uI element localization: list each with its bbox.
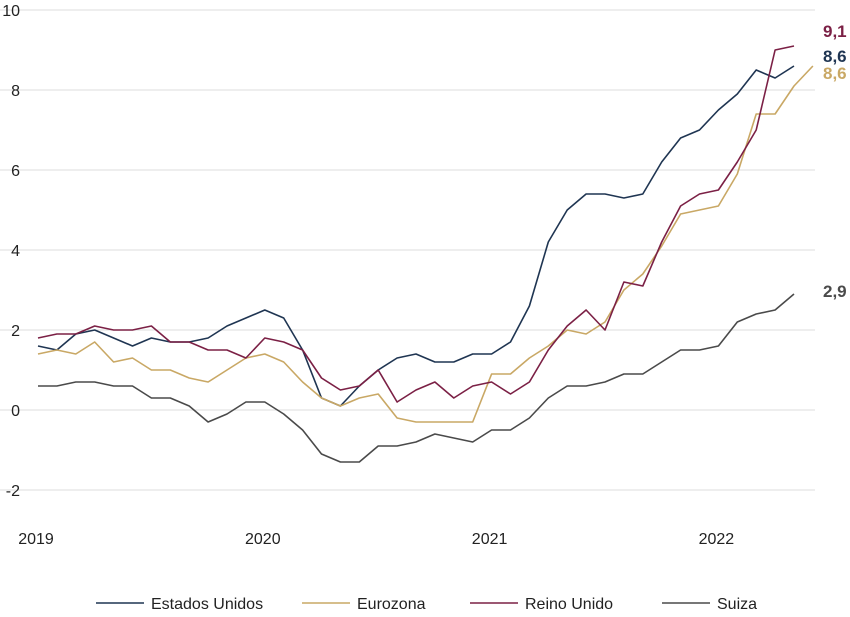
x-tick-label: 2019 bbox=[18, 531, 54, 548]
end-value-label: 2,9 bbox=[823, 282, 847, 301]
legend-label: Suiza bbox=[717, 596, 757, 613]
series-line-estados-unidos bbox=[38, 66, 794, 406]
series-line-eurozona bbox=[38, 66, 813, 422]
legend-label: Reino Unido bbox=[525, 596, 613, 613]
legend: Estados Unidos Eurozona Reino Unido Suiza bbox=[96, 596, 757, 613]
y-tick-label: 0 bbox=[11, 403, 20, 420]
end-value-label: 8,6 bbox=[823, 64, 847, 83]
y-tick-label: 8 bbox=[11, 83, 20, 100]
series-line-reino-unido bbox=[38, 46, 794, 402]
x-tick-label: 2021 bbox=[472, 531, 508, 548]
x-tick-label: 2022 bbox=[699, 531, 735, 548]
end-value-label: 9,1 bbox=[823, 22, 847, 41]
series-line-suiza bbox=[38, 294, 794, 462]
line-chart: 1086420-2 2019 2020 2021 2022 8,68,69,12,9 … bbox=[0, 0, 850, 617]
legend-label: Eurozona bbox=[357, 596, 426, 613]
x-tick-label: 2020 bbox=[245, 531, 281, 548]
end-labels: 8,68,69,12,9 bbox=[823, 22, 847, 301]
y-tick-label: -2 bbox=[6, 483, 20, 500]
legend-label: Estados Unidos bbox=[151, 596, 263, 613]
x-axis-ticks: 2019 2020 2021 2022 bbox=[18, 531, 734, 548]
y-tick-label: 6 bbox=[11, 163, 20, 180]
y-tick-label: 4 bbox=[11, 243, 20, 260]
y-tick-label: 10 bbox=[2, 3, 20, 20]
y-axis-ticks: 10 8 6 4 2 0 -2 bbox=[2, 3, 20, 500]
series-lines bbox=[38, 46, 813, 462]
gridlines bbox=[0, 10, 815, 490]
y-tick-label: 2 bbox=[11, 323, 20, 340]
